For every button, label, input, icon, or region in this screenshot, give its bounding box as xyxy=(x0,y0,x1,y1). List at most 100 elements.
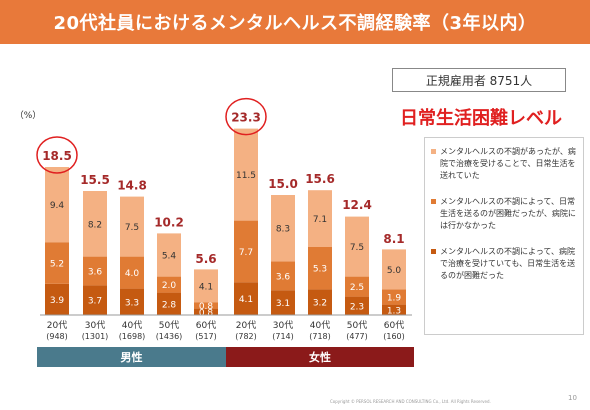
total-value-label: 15.5 xyxy=(80,173,110,187)
segment-value-label: 5.0 xyxy=(387,266,402,276)
bar-segment xyxy=(83,285,107,315)
bar-segment xyxy=(194,302,218,309)
sample-size-label: (1698) xyxy=(119,332,146,341)
segment-value-label: 5.2 xyxy=(50,260,64,270)
segment-value-label: 11.5 xyxy=(236,171,256,181)
bar-segment xyxy=(308,247,332,290)
bar-segment xyxy=(157,276,181,293)
bar-segment xyxy=(234,220,258,283)
legend-label-level3: メンタルヘルスの不調によって、病院で治療を受けていても、日常生活を送るのが困難だ… xyxy=(440,247,576,280)
hardship-level-heading: 日常生活困難レベル xyxy=(400,108,562,129)
bar-segment xyxy=(382,289,406,305)
bar-segment xyxy=(308,190,332,247)
bar-segment xyxy=(157,292,181,315)
segment-value-label: 2.0 xyxy=(162,281,177,291)
category-label: 40代 xyxy=(122,320,142,331)
bar-segment xyxy=(382,304,406,315)
female-group-label: 女性 xyxy=(309,350,331,364)
sample-size-label: (160) xyxy=(383,332,405,341)
total-value-label: 23.3 xyxy=(231,111,261,125)
bar-segment xyxy=(45,242,69,284)
segment-value-label: 4.1 xyxy=(239,295,253,305)
bar-segment xyxy=(345,296,369,315)
segment-value-label: 8.3 xyxy=(276,225,290,235)
bar-segment xyxy=(382,249,406,290)
segment-value-label: 2.3 xyxy=(350,302,364,312)
total-value-label: 14.8 xyxy=(117,179,147,193)
segment-value-label: 9.4 xyxy=(50,201,65,211)
segment-value-label: 2.8 xyxy=(162,300,177,310)
category-label: 60代 xyxy=(384,320,404,331)
total-value-label: 12.4 xyxy=(342,198,372,212)
segment-value-label: 5.3 xyxy=(313,265,327,275)
segment-value-label: 7.5 xyxy=(125,223,139,233)
segment-value-label: 0.8 xyxy=(199,302,214,312)
bar-segment xyxy=(120,196,144,257)
total-value-label: 15.0 xyxy=(268,177,298,191)
male-group-label: 男性 xyxy=(121,350,143,364)
chart-legend: メンタルヘルスの不調があったが、病院で治療を受けることで、日常生活を送れていた … xyxy=(424,137,584,335)
male-group-band xyxy=(37,347,226,367)
category-label: 20代 xyxy=(236,320,256,331)
sample-size-label: (714) xyxy=(272,332,294,341)
segment-value-label: 3.7 xyxy=(88,297,102,307)
bar-segment xyxy=(308,289,332,315)
segment-value-label: 5.4 xyxy=(162,252,177,262)
segment-value-label: 2.5 xyxy=(350,283,364,293)
category-label: 30代 xyxy=(273,320,293,331)
segment-value-label: 0.8 xyxy=(199,308,214,318)
legend-swatch-level3 xyxy=(431,249,436,254)
legend-item-level3: メンタルヘルスの不調によって、病院で治療を受けていても、日常生活を送るのが困難だ… xyxy=(431,246,577,282)
sample-size-label: (718) xyxy=(309,332,331,341)
category-label: 40代 xyxy=(310,320,330,331)
page-title: 20代社員におけるメンタルヘルス不調経験率（3年以内） xyxy=(0,0,590,44)
segment-value-label: 4.1 xyxy=(199,282,213,292)
category-label: 50代 xyxy=(159,320,179,331)
sample-size-label: (948) xyxy=(46,332,68,341)
segment-value-label: 3.9 xyxy=(50,296,65,306)
segment-value-label: 3.6 xyxy=(276,272,291,282)
legend-label-level1: メンタルヘルスの不調があったが、病院で治療を受けることで、日常生活を送れていた xyxy=(440,147,576,180)
segment-value-label: 3.1 xyxy=(276,299,290,309)
bar-segment xyxy=(120,256,144,289)
highlight-circle xyxy=(225,97,267,136)
total-value-label: 8.1 xyxy=(383,232,404,246)
sample-size-label: (477) xyxy=(346,332,368,341)
segment-value-label: 4.0 xyxy=(125,269,140,279)
category-label: 50代 xyxy=(347,320,367,331)
bar-segment xyxy=(83,191,107,257)
bar-segment xyxy=(271,195,295,262)
legend-label-level2: メンタルヘルスの不調によって、日常生活を送るのが困難だったが、病院には行かなかっ… xyxy=(440,197,576,230)
total-value-label: 10.2 xyxy=(154,215,184,229)
bar-segment xyxy=(345,276,369,297)
segment-value-label: 1.3 xyxy=(387,306,401,316)
bar-segment xyxy=(345,216,369,277)
bar-segment xyxy=(234,282,258,315)
y-axis-label: （%） xyxy=(15,110,42,121)
bar-segment xyxy=(45,167,69,243)
bar-segment xyxy=(120,288,144,315)
sample-size-label: (517) xyxy=(195,332,217,341)
segment-value-label: 3.2 xyxy=(313,299,327,309)
employee-count-box: 正規雇用者 8751人 xyxy=(392,68,566,92)
sample-size-label: (782) xyxy=(235,332,257,341)
bar-segment xyxy=(271,290,295,315)
total-value-label: 15.6 xyxy=(305,172,335,186)
bar-segment xyxy=(271,261,295,291)
segment-value-label: 3.6 xyxy=(88,268,103,278)
bar-segment xyxy=(234,128,258,221)
segment-value-label: 7.5 xyxy=(350,243,364,253)
legend-item-level2: メンタルヘルスの不調によって、日常生活を送るのが困難だったが、病院には行かなかっ… xyxy=(431,196,577,232)
category-label: 30代 xyxy=(85,320,105,331)
legend-swatch-level1 xyxy=(431,149,436,154)
segment-value-label: 7.1 xyxy=(313,215,327,225)
sample-size-label: (1436) xyxy=(156,332,183,341)
segment-value-label: 3.3 xyxy=(125,298,139,308)
legend-swatch-level2 xyxy=(431,199,436,204)
sample-size-label: (1301) xyxy=(82,332,109,341)
bar-segment xyxy=(45,283,69,315)
legend-item-level1: メンタルヘルスの不調があったが、病院で治療を受けることで、日常生活を送れていた xyxy=(431,146,577,182)
category-label: 60代 xyxy=(196,320,216,331)
highlight-circle xyxy=(36,136,78,174)
